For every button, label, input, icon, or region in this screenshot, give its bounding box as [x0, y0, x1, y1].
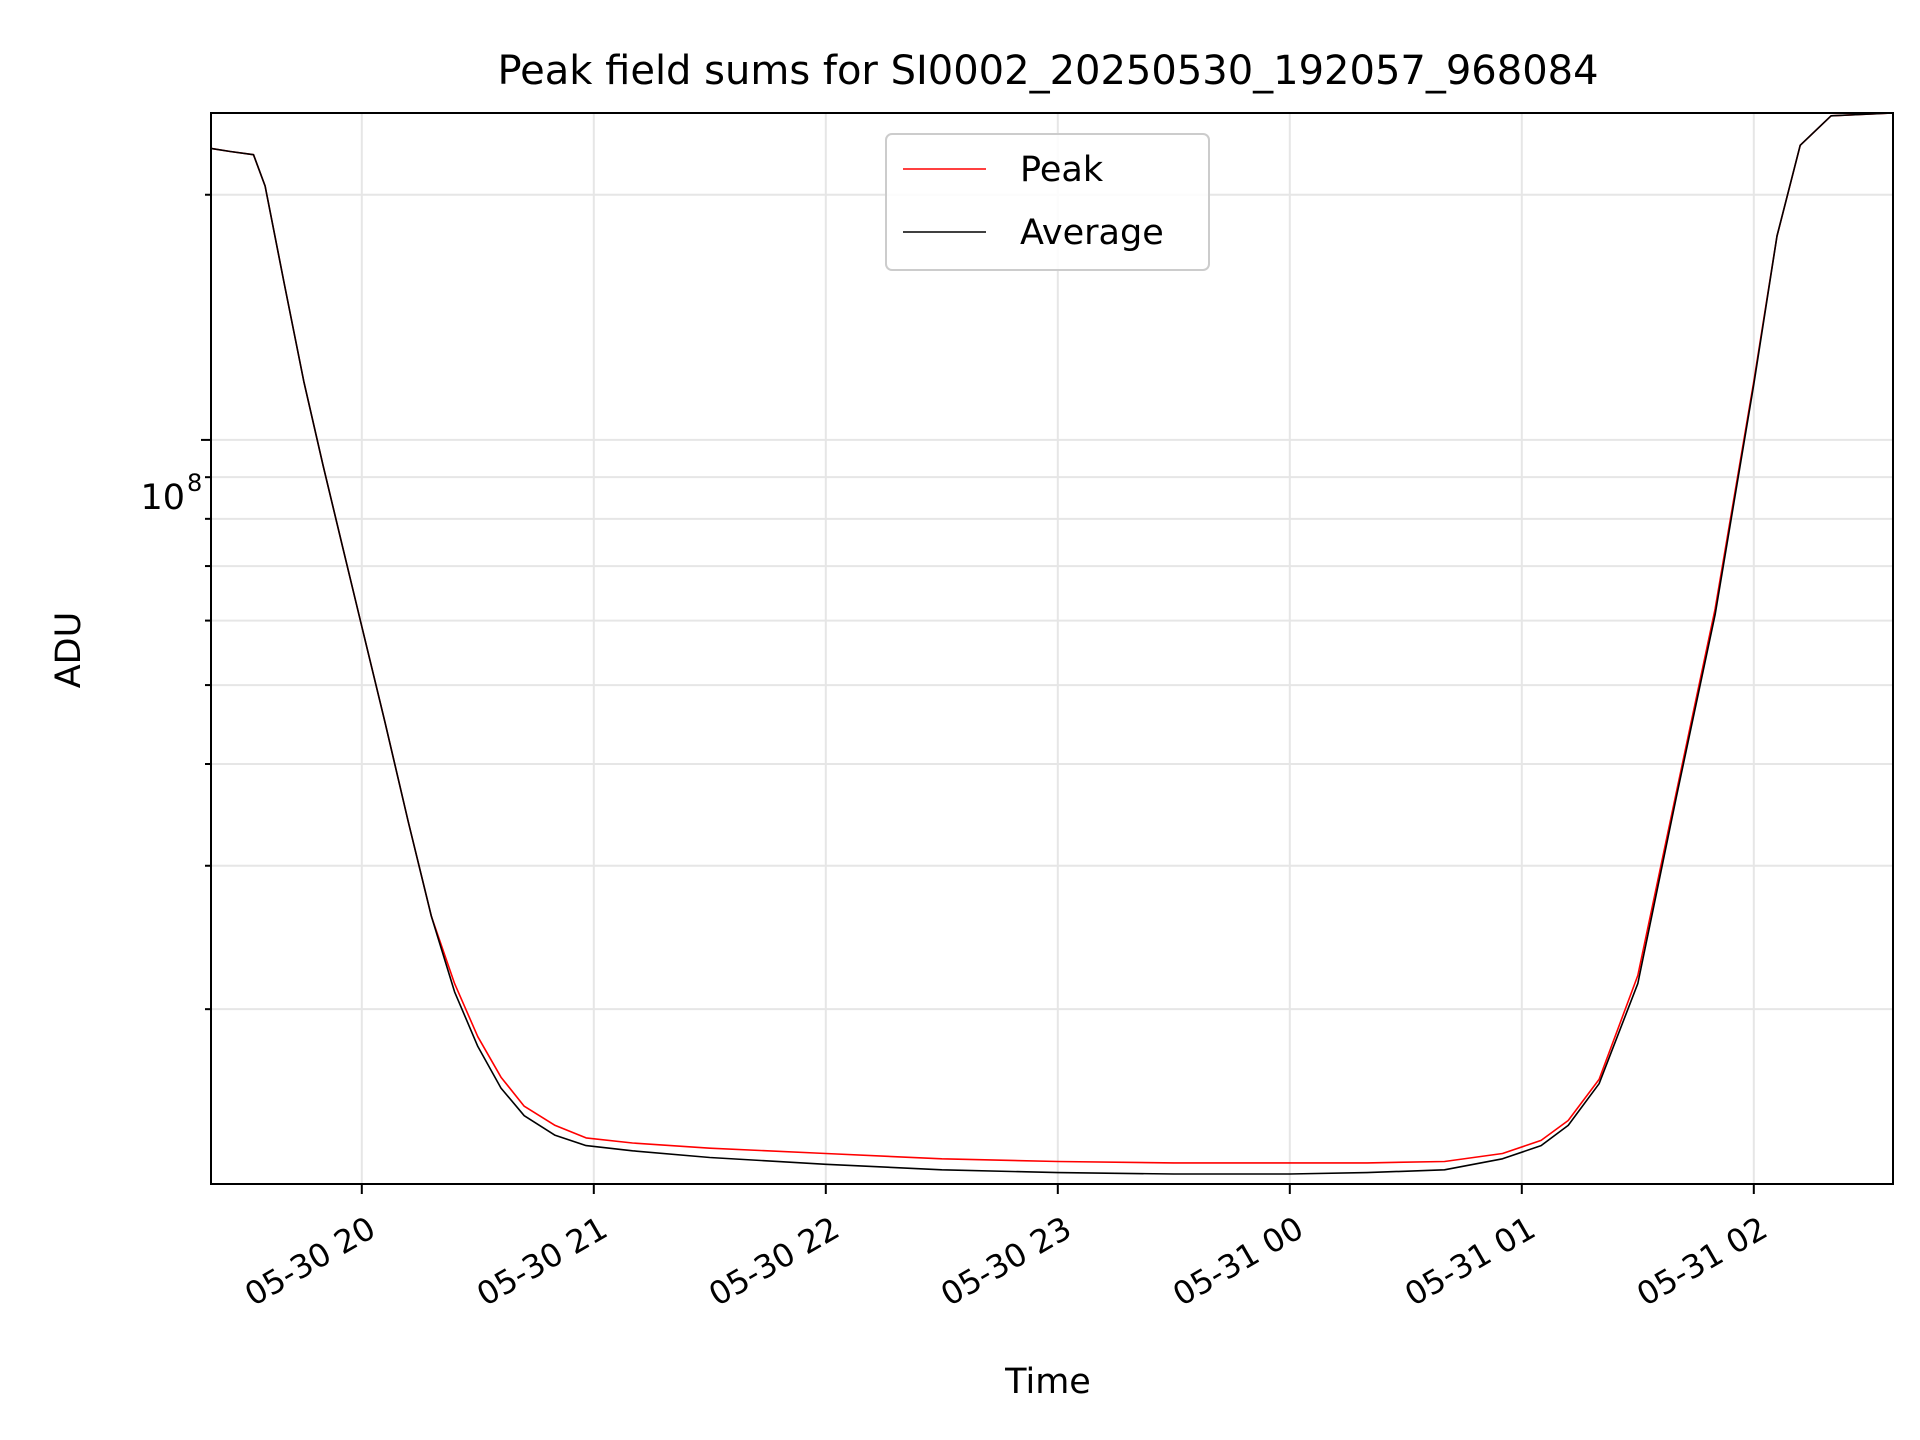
- series-layer: [210, 112, 1894, 1175]
- legend-label-peak: Peak: [1020, 150, 1104, 190]
- y-axis-label: ADU: [49, 612, 89, 689]
- legend-box: [885, 133, 1210, 271]
- svg-text:8: 8: [187, 469, 202, 497]
- legend: Peak Average: [885, 133, 1210, 271]
- svg-text:10: 10: [140, 478, 185, 518]
- series-line-average: [210, 112, 1894, 1175]
- x-axis-label: Time: [1004, 1362, 1091, 1402]
- chart-title: Peak field sums for SI0002_20250530_1920…: [497, 48, 1598, 94]
- y-tick-label: 10 8: [140, 469, 202, 518]
- legend-label-average: Average: [1020, 213, 1164, 253]
- plot-frame: [210, 112, 1894, 1185]
- grid: [211, 113, 1893, 1184]
